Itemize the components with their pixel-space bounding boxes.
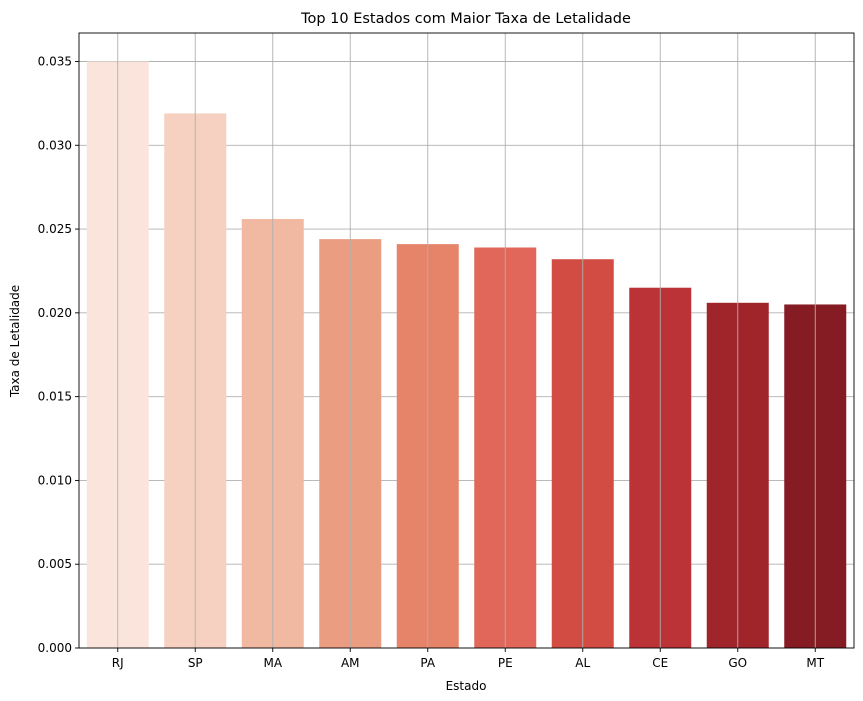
x-tick-label: MT bbox=[806, 656, 824, 670]
x-axis-label: Estado bbox=[446, 679, 487, 693]
x-tick-label: AL bbox=[575, 656, 590, 670]
y-tick-label: 0.030 bbox=[38, 138, 72, 152]
y-tick-label: 0.015 bbox=[38, 390, 72, 404]
plot-frame bbox=[78, 32, 855, 649]
x-tick-label: GO bbox=[728, 656, 747, 670]
x-tick-label: PA bbox=[420, 656, 435, 670]
y-tick-label: 0.010 bbox=[38, 473, 72, 487]
x-tick-label: CE bbox=[652, 656, 668, 670]
x-tick-label: SP bbox=[188, 656, 203, 670]
x-tick-label: MA bbox=[263, 656, 282, 670]
x-grid-lines bbox=[117, 33, 816, 648]
y-tick-label: 0.025 bbox=[38, 222, 72, 236]
y-tick-label: 0.005 bbox=[38, 557, 72, 571]
x-tick-label: AM bbox=[341, 656, 360, 670]
x-tick-label: PE bbox=[498, 656, 513, 670]
y-tick-label: 0.020 bbox=[38, 306, 72, 320]
y-tick-label: 0.000 bbox=[38, 641, 72, 655]
bars bbox=[86, 61, 847, 649]
chart-title: Top 10 Estados com Maior Taxa de Letalid… bbox=[300, 11, 631, 27]
y-tick-label: 0.035 bbox=[38, 54, 72, 68]
ticks: 0.000 0.005 0.010 0.015 0.020 0.025 0.030 0.035… bbox=[38, 54, 825, 670]
y-axis-label: Taxa de Letalidade bbox=[8, 285, 22, 398]
x-tick-label: RJ bbox=[112, 656, 124, 670]
